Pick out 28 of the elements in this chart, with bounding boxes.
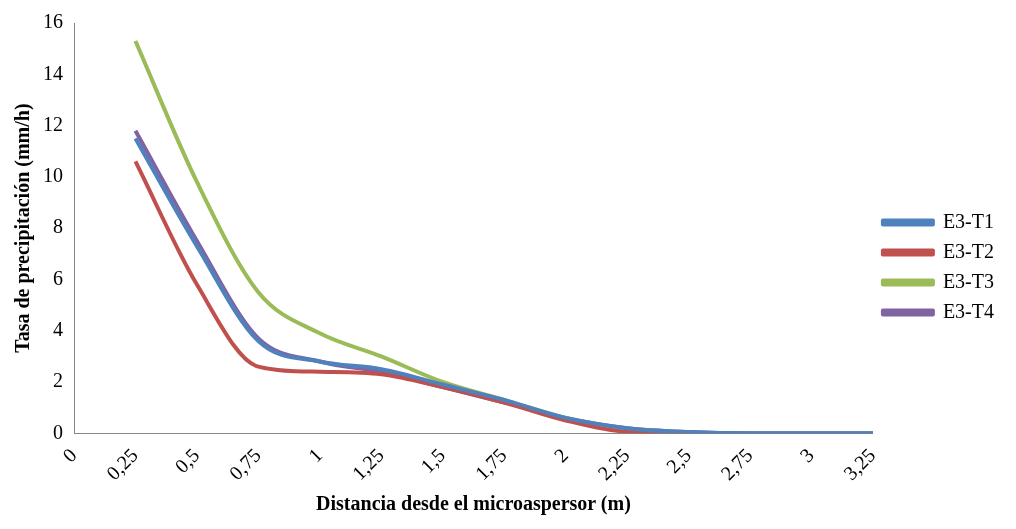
x-tick-label: 3 [795,443,818,467]
x-tick-label: 0,5 [170,443,204,477]
y-tick-label: 10 [43,164,63,187]
x-tick-label: 2,75 [716,443,757,485]
legend-label: E3-T1 [942,209,994,232]
y-tick-label: 8 [53,215,63,238]
y-tick-label: 0 [53,420,63,443]
x-axis-title: Distancia desde el microaspersor (m) [316,492,631,516]
x-tick-label: 2,25 [593,443,634,485]
x-tick-label: 0,75 [224,443,265,485]
legend-label: E3-T4 [942,299,994,322]
x-tick-label: 3,25 [839,443,880,485]
legend-label: E3-T3 [942,269,994,292]
y-axis-title: Tasa de precipitación (mm/h) [11,103,35,353]
y-tick-label: 4 [53,317,63,340]
y-tick-label: 14 [43,61,63,84]
y-tick-label: 12 [43,112,63,135]
y-tick-label: 16 [43,10,63,33]
x-tick-label: 2,5 [661,443,696,477]
legend-label: E3-T2 [942,239,994,262]
x-tick-label: 1,75 [470,443,511,485]
x-tick-label: 1,25 [347,443,388,485]
y-tick-label: 6 [53,266,63,289]
x-tick-label: 1,5 [416,443,450,477]
x-tick-label: 2 [549,443,573,467]
y-tick-label: 2 [53,369,63,392]
x-tick-label: 1 [303,443,327,467]
x-tick-label: 0,25 [101,443,142,485]
